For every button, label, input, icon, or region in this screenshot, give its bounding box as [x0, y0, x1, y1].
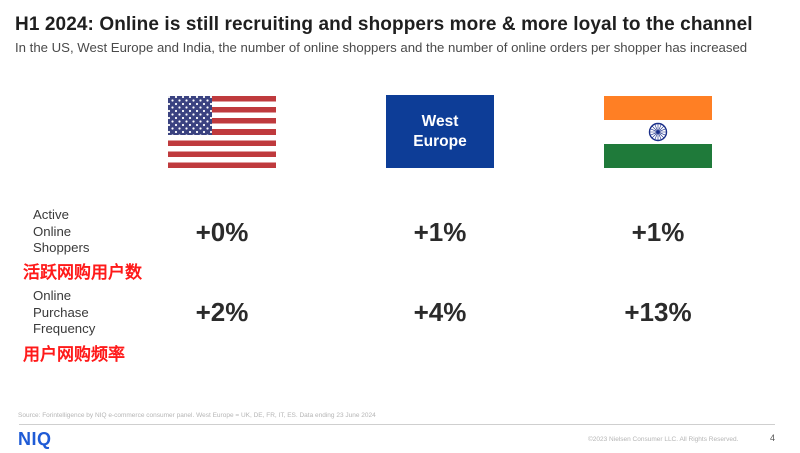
- footer-divider: [19, 424, 775, 425]
- west-europe-active-shoppers-value: +1%: [413, 217, 467, 247]
- active-shoppers-label-line2: Online: [33, 223, 72, 239]
- us-flag-canton: [168, 96, 212, 135]
- west-europe-label-line2: Europe: [413, 132, 467, 150]
- west-europe-purchase-frequency-value: +4%: [413, 297, 467, 327]
- ashoka-chakra-icon: [648, 122, 668, 142]
- purchase-frequency-cn-label: 用户网购频率: [23, 345, 125, 365]
- active-shoppers-label-line1: Active: [33, 207, 69, 222]
- us-flag-icon: [168, 96, 276, 168]
- india-active-shoppers-value: +1%: [631, 217, 685, 247]
- india-purchase-frequency-value: +13%: [624, 297, 692, 327]
- active-shoppers-cn-label: 活跃网购用户数: [23, 263, 142, 283]
- copyright-text: ©2023 Nielsen Consumer LLC. All Rights R…: [588, 436, 739, 443]
- active-shoppers-label: Active Online Shoppers: [33, 207, 89, 257]
- active-shoppers-label-line3: Shoppers: [33, 240, 90, 255]
- page-subtitle: In the US, West Europe and India, the nu…: [15, 40, 748, 55]
- west-europe-label-line1: West: [421, 112, 459, 130]
- niq-logo: NIQ: [18, 429, 52, 449]
- india-flag-green-band: [604, 144, 712, 168]
- purchase-frequency-label-line2: Purchase: [33, 304, 89, 320]
- source-note: Source: Forintelligence by NIQ e-commerc…: [18, 412, 376, 419]
- purchase-frequency-label: Online Purchase Frequency: [33, 288, 95, 338]
- us-purchase-frequency-value: +2%: [195, 297, 249, 327]
- page-title: H1 2024: Online is still recruiting and …: [15, 14, 753, 35]
- purchase-frequency-label-line3: Frequency: [33, 321, 96, 336]
- india-flag-icon: [604, 96, 712, 168]
- us-active-shoppers-value: +0%: [195, 217, 249, 247]
- page-number: 4: [770, 433, 776, 443]
- purchase-frequency-label-line1: Online: [33, 288, 72, 303]
- india-flag-saffron-band: [604, 96, 712, 120]
- west-europe-box: West Europe: [386, 95, 494, 168]
